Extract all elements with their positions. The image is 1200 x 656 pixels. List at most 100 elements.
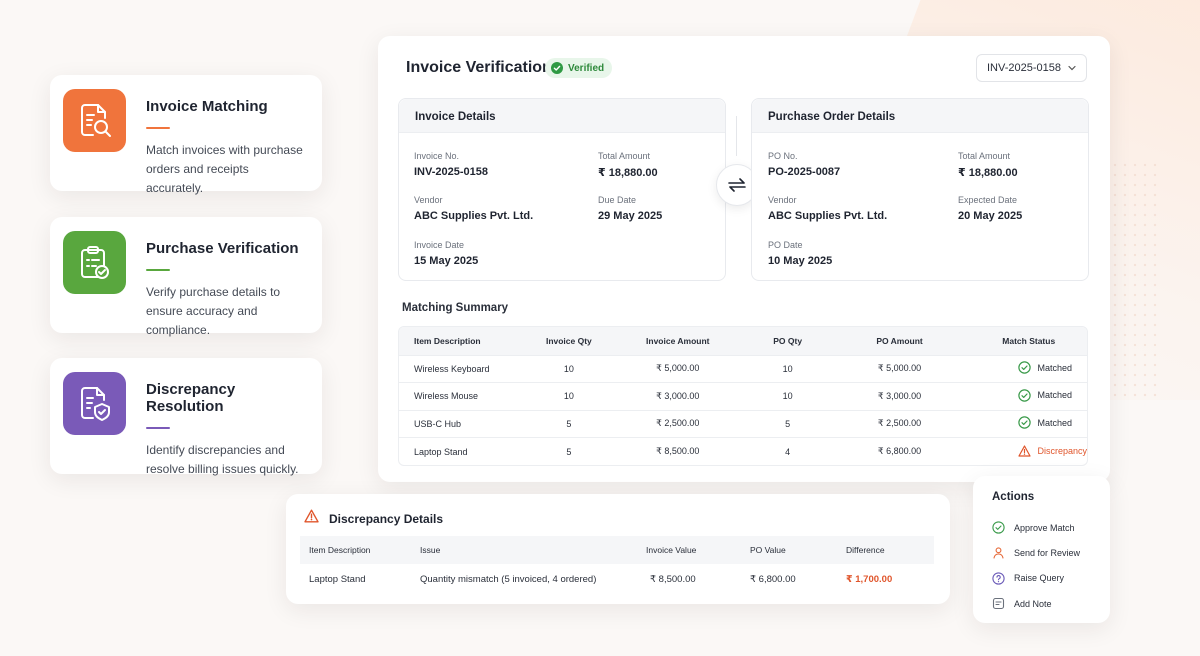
invoice-select[interactable]: INV-2025-0158 <box>976 54 1087 82</box>
feature-title: Purchase Verification <box>146 240 299 257</box>
connector-line <box>736 116 737 156</box>
discrepancy-status: Discrepancy <box>1018 444 1087 457</box>
column-header: Invoice Qty <box>528 327 609 355</box>
swap-arrows-icon <box>728 178 746 192</box>
invoice-amount: ₹ 2,500.00 <box>608 409 747 438</box>
section-title: Purchase Order Details <box>752 99 1088 133</box>
column-header: Invoice Amount <box>608 327 747 355</box>
document-shield-icon <box>63 372 126 435</box>
match-status: Discrepancy <box>970 437 1087 465</box>
clipboard-check-icon <box>63 231 126 294</box>
column-header: Item Description <box>300 536 420 564</box>
actions-panel: Actions Approve Match Send for Review Ra… <box>973 476 1110 623</box>
table-header-row: Item Description Issue Invoice Value PO … <box>300 536 934 564</box>
po-amount: ₹ 5,000.00 <box>828 354 971 383</box>
po-expected-date-field: Expected Date 20 May 2025 <box>958 195 1023 222</box>
invoice-amount: ₹ 8,500.00 <box>608 437 747 465</box>
matching-summary-title: Matching Summary <box>402 302 509 314</box>
difference-value: ₹ 1,700.00 <box>846 573 893 585</box>
item-description: Laptop Stand <box>399 437 529 465</box>
table-row: Laptop Stand Quantity mismatch (5 invoic… <box>300 564 934 594</box>
issue: Quantity mismatch (5 invoiced, 4 ordered… <box>420 573 597 585</box>
approve-match-button[interactable]: Approve Match <box>992 515 1110 540</box>
feature-title: Invoice Matching <box>146 98 268 115</box>
po-qty: 4 <box>746 437 829 465</box>
invoice-date-field: Invoice Date 15 May 2025 <box>414 240 479 267</box>
invoice-qty: 10 <box>528 382 609 410</box>
invoice-value: ₹ 8,500.00 <box>650 573 696 585</box>
column-header: PO Qty <box>746 327 829 355</box>
accent-divider <box>146 269 170 271</box>
invoice-search-icon <box>63 89 126 152</box>
check-circle-icon <box>1018 389 1032 402</box>
invoice-qty: 5 <box>528 409 609 438</box>
item-description: Wireless Keyboard <box>399 354 529 383</box>
po-qty: 10 <box>746 382 829 410</box>
check-circle-icon <box>1018 416 1032 429</box>
send-for-review-button[interactable]: Send for Review <box>992 540 1110 565</box>
invoice-qty: 5 <box>528 437 609 465</box>
table-row: Laptop Stand 5 ₹ 8,500.00 4 ₹ 6,800.00 Discre… <box>399 437 1087 465</box>
item-description: USB-C Hub <box>399 409 529 438</box>
feature-description: Verify purchase details to ensure accurac… <box>146 285 281 337</box>
feature-description: Identify discrepancies and resolve billin… <box>146 443 299 476</box>
user-icon <box>993 547 1004 559</box>
feature-card-invoice-matching: Invoice Matching Match invoices with pur… <box>50 75 322 195</box>
column-header: PO Amount <box>828 327 971 355</box>
po-amount: ₹ 6,800.00 <box>828 437 971 465</box>
section-title: Invoice Details <box>399 99 725 133</box>
raise-query-button[interactable]: Raise Query <box>992 566 1110 591</box>
check-circle-icon <box>1018 361 1032 374</box>
invoice-total-field: Total Amount ₹ 18,880.00 <box>598 151 658 179</box>
purchase-order-details-card: Purchase Order Details PO No. PO-2025-00… <box>751 98 1089 281</box>
table-row: Wireless Mouse 10 ₹ 3,000.00 10 ₹ 3,000.00 Ma… <box>399 382 1087 410</box>
match-status: Matched <box>970 354 1087 383</box>
invoice-no-field: Invoice No. INV-2025-0158 <box>414 151 488 178</box>
item-description: Laptop Stand <box>309 573 366 585</box>
column-header: Item Description <box>399 327 529 355</box>
column-header: PO Value <box>750 536 846 564</box>
page-title: Invoice Verification <box>406 59 552 76</box>
invoice-vendor-field: Vendor ABC Supplies Pvt. Ltd. <box>414 195 534 222</box>
accent-divider <box>146 427 170 429</box>
feature-card-discrepancy-resolution: Discrepancy Resolution Identify discrepa… <box>50 358 322 476</box>
chevron-down-icon <box>1068 65 1076 71</box>
check-circle-icon <box>551 62 563 74</box>
table-row: Wireless Keyboard 10 ₹ 5,000.00 10 ₹ 5,000.0… <box>399 354 1087 383</box>
column-header: Match Status <box>970 327 1087 355</box>
invoice-amount: ₹ 3,000.00 <box>608 382 747 410</box>
column-header: Difference <box>846 536 934 564</box>
column-header: Issue <box>420 536 646 564</box>
match-status: Matched <box>970 409 1087 438</box>
check-circle-icon <box>992 521 1005 534</box>
matched-status: Matched <box>1018 416 1072 429</box>
column-header: Invoice Value <box>646 536 750 564</box>
invoice-amount: ₹ 5,000.00 <box>608 354 747 383</box>
table-header-row: Item Description Invoice Qty Invoice Amo… <box>399 327 1087 355</box>
po-amount: ₹ 3,000.00 <box>828 382 971 410</box>
status-badge: Verified <box>545 58 613 78</box>
warning-icon <box>1018 444 1032 457</box>
matching-summary-table: Item Description Invoice Qty Invoice Amo… <box>398 326 1088 466</box>
discrepancy-title: Discrepancy Details <box>329 512 444 526</box>
matched-status: Matched <box>1018 389 1072 402</box>
warning-icon <box>304 509 319 528</box>
item-description: Wireless Mouse <box>399 382 529 410</box>
po-qty: 5 <box>746 409 829 438</box>
discrepancy-details-card: Discrepancy Details Item Description Iss… <box>286 494 950 604</box>
invoice-due-date-field: Due Date 29 May 2025 <box>598 195 663 222</box>
question-circle-icon <box>992 572 1005 585</box>
actions-title: Actions <box>992 491 1035 503</box>
po-value: ₹ 6,800.00 <box>750 573 796 585</box>
accent-divider <box>146 127 170 129</box>
discrepancy-table: Item Description Issue Invoice Value PO … <box>300 536 934 594</box>
feature-description: Match invoices with purchase orders and r… <box>146 143 303 195</box>
po-vendor-field: Vendor ABC Supplies Pvt. Ltd. <box>768 195 888 222</box>
po-qty: 10 <box>746 354 829 383</box>
matched-status: Matched <box>1018 361 1072 374</box>
feature-title: Discrepancy Resolution <box>146 381 236 415</box>
add-note-button[interactable]: Add Note <box>992 591 1110 616</box>
match-status: Matched <box>970 382 1087 410</box>
po-no-field: PO No. PO-2025-0087 <box>768 151 841 178</box>
invoice-verification-panel: Invoice Verification Verified INV-2025-0… <box>378 36 1110 482</box>
